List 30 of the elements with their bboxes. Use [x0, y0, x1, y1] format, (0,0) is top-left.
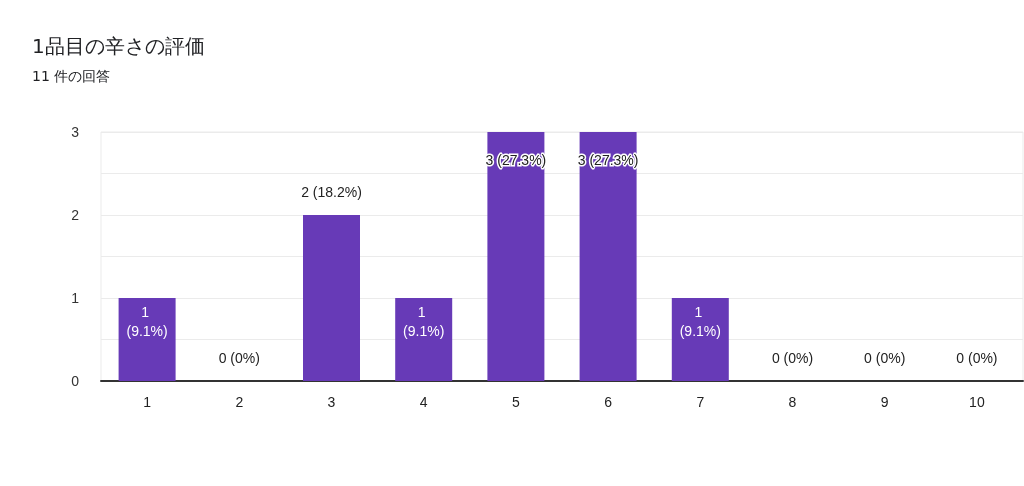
y-tick-label: 2: [71, 207, 80, 223]
data-label: 1 (9.1%): [679, 303, 721, 339]
data-label: 0 (0%): [218, 349, 260, 366]
bar: [395, 298, 453, 381]
data-label: 0 (0%): [771, 349, 814, 366]
chart-title: 1品目の辛さの評価: [32, 33, 205, 60]
data-label: 0 (0%): [956, 349, 998, 366]
y-tick-label: 3: [71, 124, 80, 140]
x-tick-label: 10: [969, 394, 985, 410]
bar: [487, 132, 545, 381]
data-label: 2 (18.2%): [301, 183, 362, 200]
data-label: 1 (9.1%): [126, 303, 168, 339]
bar: [303, 215, 360, 381]
data-label: 1 (9.1%): [403, 303, 445, 339]
y-tick-label: 0: [71, 373, 80, 389]
bar: [671, 298, 729, 381]
x-tick-label: 7: [696, 394, 705, 410]
x-tick-label: 4: [419, 394, 428, 410]
x-tick-label: 6: [604, 394, 613, 410]
x-tick-label: 5: [512, 394, 520, 410]
bar: [579, 132, 637, 381]
x-tick-label: 9: [880, 394, 889, 410]
chart-subtitle: 11 件の回答: [32, 68, 111, 86]
y-tick-label: 1: [71, 290, 80, 306]
x-tick-label: 2: [235, 394, 244, 410]
bar: [118, 298, 176, 381]
data-label: 0 (0%): [864, 349, 906, 366]
x-tick-label: 8: [788, 394, 797, 410]
x-tick-label: 3: [327, 394, 336, 410]
x-tick-label: 1: [143, 394, 152, 410]
